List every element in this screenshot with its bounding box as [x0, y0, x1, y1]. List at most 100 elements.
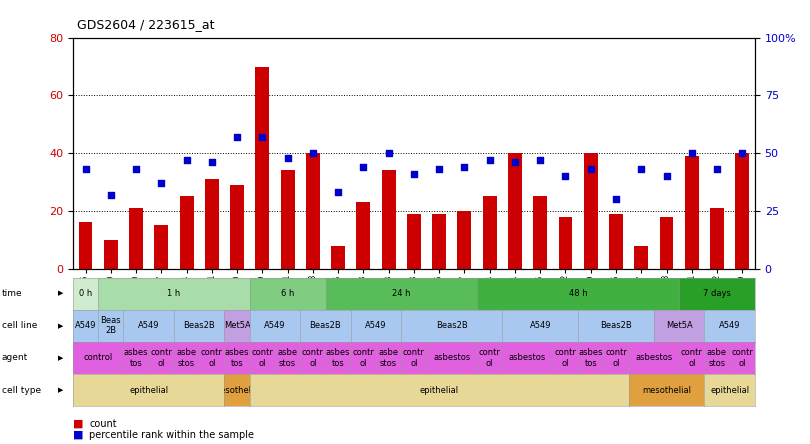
Bar — [533, 197, 548, 269]
Text: contr
ol: contr ol — [555, 348, 577, 368]
Bar — [634, 246, 648, 269]
Text: 0 h: 0 h — [79, 289, 92, 298]
Text: contr
ol: contr ol — [479, 348, 501, 368]
Point — [609, 196, 622, 203]
Text: control: control — [83, 353, 113, 362]
Point — [710, 166, 723, 173]
Point — [635, 166, 648, 173]
Text: asbe
stos: asbe stos — [278, 348, 297, 368]
Point — [331, 189, 344, 196]
Text: asbes
tos: asbes tos — [225, 348, 249, 368]
Text: contr
ol: contr ol — [302, 348, 324, 368]
Bar — [684, 156, 699, 269]
Text: epithelial: epithelial — [420, 386, 458, 395]
Bar — [331, 246, 345, 269]
Text: Beas2B: Beas2B — [436, 321, 467, 330]
Text: agent: agent — [2, 353, 28, 362]
Point — [79, 166, 92, 173]
Text: 6 h: 6 h — [281, 289, 294, 298]
Bar — [230, 185, 244, 269]
Text: ▶: ▶ — [58, 290, 64, 297]
Text: 1 h: 1 h — [168, 289, 181, 298]
Text: percentile rank within the sample: percentile rank within the sample — [89, 430, 254, 440]
Text: cell type: cell type — [2, 386, 40, 395]
Text: contr
ol: contr ol — [201, 348, 223, 368]
Point — [660, 173, 673, 180]
Point — [382, 150, 395, 157]
Text: contr
ol: contr ol — [605, 348, 627, 368]
Point — [130, 166, 143, 173]
Text: epithelial: epithelial — [129, 386, 168, 395]
Text: count: count — [89, 419, 117, 429]
Point — [584, 166, 597, 173]
Text: A549: A549 — [719, 321, 740, 330]
Point — [256, 134, 269, 141]
Bar — [155, 226, 168, 269]
Text: ▶: ▶ — [58, 323, 64, 329]
Bar — [104, 240, 117, 269]
Text: GDS2604 / 223615_at: GDS2604 / 223615_at — [77, 18, 215, 31]
Text: contr
ol: contr ol — [731, 348, 753, 368]
Text: asbestos: asbestos — [635, 353, 672, 362]
Point — [534, 157, 547, 164]
Text: ■: ■ — [73, 419, 83, 429]
Point — [484, 157, 497, 164]
Text: contr
ol: contr ol — [681, 348, 703, 368]
Bar — [356, 202, 370, 269]
Bar — [129, 208, 143, 269]
Bar — [483, 197, 497, 269]
Point — [559, 173, 572, 180]
Bar — [659, 217, 673, 269]
Bar — [584, 153, 598, 269]
Point — [306, 150, 319, 157]
Point — [180, 157, 193, 164]
Bar — [433, 214, 446, 269]
Text: asbestos: asbestos — [509, 353, 546, 362]
Text: contr
ol: contr ol — [251, 348, 273, 368]
Point — [281, 154, 294, 161]
Text: asbe
stos: asbe stos — [177, 348, 197, 368]
Text: Beas2B: Beas2B — [183, 321, 215, 330]
Point — [509, 159, 522, 166]
Bar — [407, 214, 421, 269]
Text: Beas
2B: Beas 2B — [100, 316, 122, 336]
Point — [231, 134, 244, 141]
Text: A549: A549 — [138, 321, 160, 330]
Bar — [559, 217, 573, 269]
Text: cell line: cell line — [2, 321, 37, 330]
Bar — [710, 208, 724, 269]
Point — [433, 166, 446, 173]
Text: ▶: ▶ — [58, 387, 64, 393]
Text: asbe
stos: asbe stos — [378, 348, 399, 368]
Text: ▶: ▶ — [58, 355, 64, 361]
Text: ■: ■ — [73, 430, 83, 440]
Text: contr
ol: contr ol — [403, 348, 425, 368]
Bar — [458, 211, 471, 269]
Point — [357, 163, 370, 170]
Bar — [79, 222, 92, 269]
Text: A549: A549 — [530, 321, 551, 330]
Text: A549: A549 — [75, 321, 96, 330]
Text: asbestos: asbestos — [433, 353, 471, 362]
Text: contr
ol: contr ol — [352, 348, 374, 368]
Bar — [382, 170, 395, 269]
Text: A549: A549 — [365, 321, 386, 330]
Point — [407, 170, 420, 178]
Point — [206, 159, 219, 166]
Text: A549: A549 — [264, 321, 286, 330]
Text: asbe
stos: asbe stos — [707, 348, 727, 368]
Text: 24 h: 24 h — [392, 289, 411, 298]
Bar — [205, 179, 219, 269]
Point — [735, 150, 748, 157]
Text: 7 days: 7 days — [703, 289, 731, 298]
Text: time: time — [2, 289, 22, 298]
Text: Beas2B: Beas2B — [309, 321, 341, 330]
Point — [155, 180, 168, 187]
Text: contr
ol: contr ol — [151, 348, 173, 368]
Text: asbes
tos: asbes tos — [326, 348, 351, 368]
Bar — [508, 153, 522, 269]
Point — [104, 191, 117, 198]
Bar — [180, 197, 194, 269]
Text: Met5A: Met5A — [666, 321, 693, 330]
Bar — [735, 153, 749, 269]
